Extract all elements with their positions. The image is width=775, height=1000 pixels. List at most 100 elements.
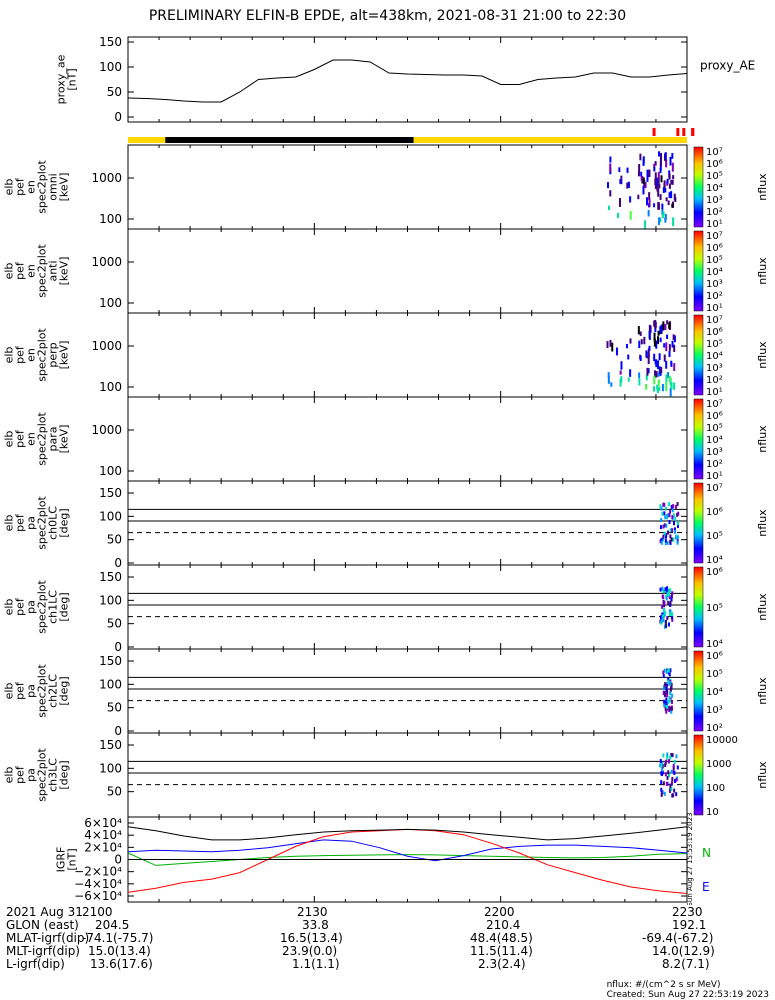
spectrogram-pixel xyxy=(658,217,661,226)
spectrogram-pixel xyxy=(657,336,660,344)
y-tick-label: 100 xyxy=(99,464,122,478)
state-mark xyxy=(676,128,680,136)
panel-frame-ch0 xyxy=(127,480,688,566)
spectrogram-pixel xyxy=(665,197,668,202)
igrf-line-N xyxy=(127,852,688,866)
state-mark xyxy=(691,128,695,136)
pa-spectrogram-pixel xyxy=(676,540,679,545)
state-bar-segment xyxy=(165,137,414,143)
panel-frame-ch1 xyxy=(127,564,688,650)
colorbar-tick-label: 10⁵ xyxy=(706,669,723,680)
pa-spectrogram-pixel xyxy=(666,586,669,591)
panel-frame-para xyxy=(127,396,688,482)
spectrogram-pixel xyxy=(665,374,668,383)
pa-spectrogram-pixel xyxy=(669,600,672,605)
pa-spectrogram-pixel xyxy=(677,511,680,516)
spectrogram-pixel xyxy=(648,169,651,178)
pa-spectrogram-pixel xyxy=(666,755,669,760)
spectrogram-pixel xyxy=(660,175,663,183)
colorbar-tick-label: 10⁷ xyxy=(706,231,723,242)
spectrogram-pixel xyxy=(653,332,656,342)
spectrogram-pixel xyxy=(619,370,622,375)
spectrogram-pixel xyxy=(662,321,665,331)
spectrogram-pixel xyxy=(647,368,650,374)
spectrogram-pixel xyxy=(672,334,675,340)
spectrogram-pixel xyxy=(662,211,665,216)
colorbar-tick-label: 10³ xyxy=(706,195,723,206)
y-axis-label: en xyxy=(25,264,38,278)
spectrogram-pixel xyxy=(637,194,640,200)
footer-value: 33.8 xyxy=(302,918,329,932)
pa-spectrogram-pixel xyxy=(663,791,666,796)
y-tick-label: 4×10⁴ xyxy=(84,828,122,842)
spectrogram-pixel xyxy=(664,152,667,160)
y-axis-label: ch1LC xyxy=(47,590,60,624)
pa-spectrogram-pixel xyxy=(668,612,671,617)
pa-spectrogram-pixel xyxy=(660,771,663,776)
pa-spectrogram-pixel xyxy=(665,709,668,714)
y-axis-label: elb xyxy=(3,515,16,532)
colorbar-tick-label: 10⁶ xyxy=(706,327,723,338)
pa-spectrogram-pixel xyxy=(671,693,674,698)
spectrogram-pixel xyxy=(657,178,660,186)
spectrogram-pixel xyxy=(619,378,622,387)
pa-spectrogram-pixel xyxy=(666,616,669,621)
pa-spectrogram-pixel xyxy=(665,623,668,628)
pa-spectrogram-pixel xyxy=(674,516,677,521)
spectrogram-pixel xyxy=(653,386,656,392)
pa-spectrogram-pixel xyxy=(661,614,664,619)
pa-spectrogram-pixel xyxy=(660,780,663,785)
panel-frame-anti xyxy=(127,228,688,314)
footer-value: 16.5(13.4) xyxy=(280,931,343,945)
pa-spectrogram-pixel xyxy=(675,534,678,539)
pa-spectrogram-pixel xyxy=(670,787,673,792)
pa-spectrogram-pixel xyxy=(670,753,673,758)
pa-spectrogram-pixel xyxy=(672,504,675,509)
pa-spectrogram-pixel xyxy=(669,528,672,533)
igrf-line-E xyxy=(127,839,688,862)
y-axis-label: ch0LC xyxy=(47,506,60,540)
spectrogram-pixel xyxy=(659,337,662,343)
y-tick-label: 2×10⁴ xyxy=(84,840,122,854)
spectrogram-pixel xyxy=(653,353,656,362)
igrf-line-total xyxy=(127,826,688,841)
pa-spectrogram-pixel xyxy=(675,754,678,759)
y-axis-label: en xyxy=(25,180,38,194)
y-tick-label: 150 xyxy=(99,570,122,584)
pa-spectrogram-pixel xyxy=(668,513,671,518)
pa-spectrogram-pixel xyxy=(665,534,668,539)
units-note: nflux: #/(cm^2 s sr MeV) xyxy=(606,980,721,990)
spectrogram-pixel xyxy=(659,217,662,223)
spectrogram-pixel xyxy=(659,326,662,335)
pa-spectrogram-pixel xyxy=(668,502,671,507)
pa-spectrogram-pixel xyxy=(667,679,670,684)
y-axis-label: spec2plot xyxy=(36,580,49,634)
spectrogram-pixel xyxy=(658,366,661,374)
spectrogram-pixel xyxy=(663,354,666,362)
pa-spectrogram-pixel xyxy=(663,693,666,698)
colorbar-tick-label: 10⁶ xyxy=(706,243,723,254)
pa-spectrogram-pixel xyxy=(664,538,667,543)
y-axis-label: omni xyxy=(47,173,60,200)
pa-spectrogram-pixel xyxy=(666,589,669,594)
spectrogram-pixel xyxy=(668,322,671,329)
y-axis-label: ch3LC xyxy=(47,758,60,792)
spectrogram-pixel xyxy=(638,372,641,379)
spectrogram-pixel xyxy=(668,183,671,189)
spectrogram-pixel xyxy=(671,153,674,159)
spectrogram-pixel xyxy=(666,181,669,186)
spectrogram-pixel xyxy=(619,179,622,184)
colorbar-tick-label: 10⁶ xyxy=(706,411,723,422)
pa-spectrogram-pixel xyxy=(669,539,672,544)
pa-spectrogram-pixel xyxy=(661,594,664,599)
colorbar xyxy=(693,482,704,564)
spectrogram-pixel xyxy=(645,374,648,381)
pa-spectrogram-pixel xyxy=(663,601,666,606)
spectrogram-pixel xyxy=(661,324,664,332)
y-axis-label: pef xyxy=(14,513,27,532)
colorbar-tick-label: 10² xyxy=(706,207,723,218)
footer-value: 11.5(11.4) xyxy=(470,944,533,958)
colorbar-tick-label: 100 xyxy=(706,783,725,794)
footer-row-mlt: MLT-igrf(dip) 15.0(13.4) 23.9(0.0) 11.5(… xyxy=(0,944,775,958)
colorbar-tick-label: 10⁴ xyxy=(706,687,723,698)
